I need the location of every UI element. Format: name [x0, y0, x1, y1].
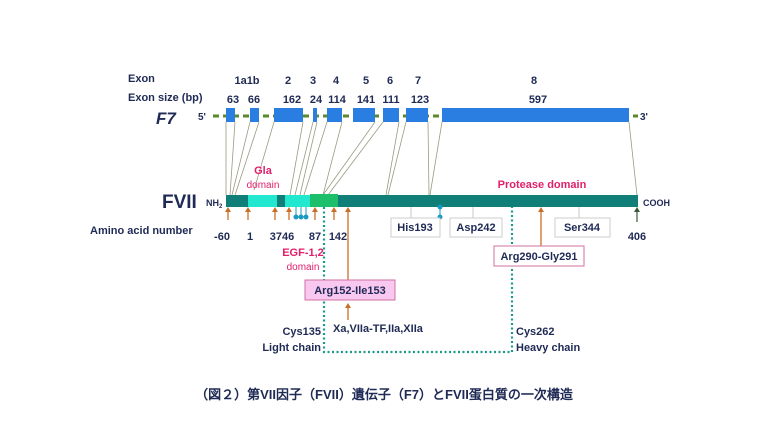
protein-label: FVII	[162, 192, 197, 213]
exon-box	[250, 108, 259, 122]
exon-box	[327, 108, 342, 122]
exon-box	[274, 108, 303, 122]
protease-domain-label: Protease domain	[498, 179, 587, 191]
exon-box	[406, 108, 428, 122]
arg290-box	[493, 245, 585, 267]
cys262-label: Cys262	[516, 326, 555, 338]
gla-residue-lollipops	[293, 204, 443, 220]
ser344-box	[554, 217, 611, 238]
exon-size: 114	[328, 94, 347, 106]
egf-label: EGF-1,2	[282, 247, 324, 259]
three-prime-label: 3'	[640, 112, 648, 123]
exon-protein-connectors	[225, 121, 638, 196]
figure-caption: （図２）第VII因子（FVII）遺伝子（F7）とFVII蛋白質の一次構造	[195, 387, 574, 402]
five-prime-label: 5'	[198, 112, 206, 123]
exon-size: 597	[529, 94, 547, 106]
cooh-arrow-head	[634, 207, 640, 212]
exon-number: 5	[363, 75, 369, 87]
arg290-label: Arg290-Gly291	[500, 251, 577, 263]
aa-1: 1	[247, 231, 253, 243]
arrow-heads	[225, 207, 544, 308]
cys135-label: Cys135	[282, 326, 321, 338]
exon-size: 141	[357, 94, 375, 106]
arg152-box	[304, 279, 396, 301]
ser344-label: Ser344	[564, 222, 601, 234]
exon-box	[442, 108, 629, 122]
cooh-label: COOH	[643, 198, 670, 208]
exon-size: 24	[310, 94, 323, 106]
gene-label: F7	[156, 109, 177, 128]
exon-size: 123	[411, 94, 429, 106]
his193-label: His193	[397, 222, 432, 234]
egf2-domain	[310, 194, 338, 207]
gla-domain	[248, 195, 277, 207]
exon-number: 7	[415, 75, 421, 87]
aa-minus60: -60	[214, 231, 230, 243]
asp242-label: Asp242	[456, 222, 495, 234]
gla-label: Gla	[254, 165, 273, 177]
his193-box	[390, 217, 441, 238]
exon-number: 2	[285, 75, 291, 87]
arg152-label: Arg152-Ile153	[314, 285, 386, 297]
exon-size: 66	[248, 94, 260, 106]
exon-size-label: Exon size (bp)	[128, 92, 203, 104]
activators-label: Xa,VIIa-TF,IIa,XIIa	[333, 323, 424, 335]
nh2-label: NH2	[206, 198, 223, 210]
residue-ticks	[410, 207, 580, 218]
exon-size: 111	[382, 94, 399, 106]
exon-box	[226, 108, 235, 122]
asp242-box	[449, 217, 503, 238]
gla-domain-label: domain	[247, 180, 280, 191]
aa-406: 406	[628, 231, 646, 243]
exon-number: 1a1b	[234, 75, 259, 87]
egf1-domain	[285, 195, 310, 207]
exon-box	[353, 108, 375, 122]
aa-37-46: 3746	[270, 231, 294, 243]
heavy-chain-label: Heavy chain	[516, 342, 580, 354]
exon-number: 3	[310, 75, 316, 87]
exon-size: 63	[227, 94, 239, 106]
amino-arrows	[227, 209, 542, 320]
exon-number: 4	[333, 75, 340, 87]
amino-label: Amino acid number	[90, 225, 193, 237]
exon-size: 162	[283, 94, 301, 106]
aa-142: 142	[329, 231, 347, 243]
exon-box	[383, 108, 399, 122]
exon-number: 6	[387, 75, 393, 87]
exon-number: 8	[531, 75, 537, 87]
exon-label: Exon	[128, 73, 155, 85]
egf-domain-label: domain	[287, 262, 320, 273]
light-chain-label: Light chain	[262, 342, 321, 354]
exon-box	[313, 108, 317, 122]
aa-87: 87	[309, 231, 321, 243]
